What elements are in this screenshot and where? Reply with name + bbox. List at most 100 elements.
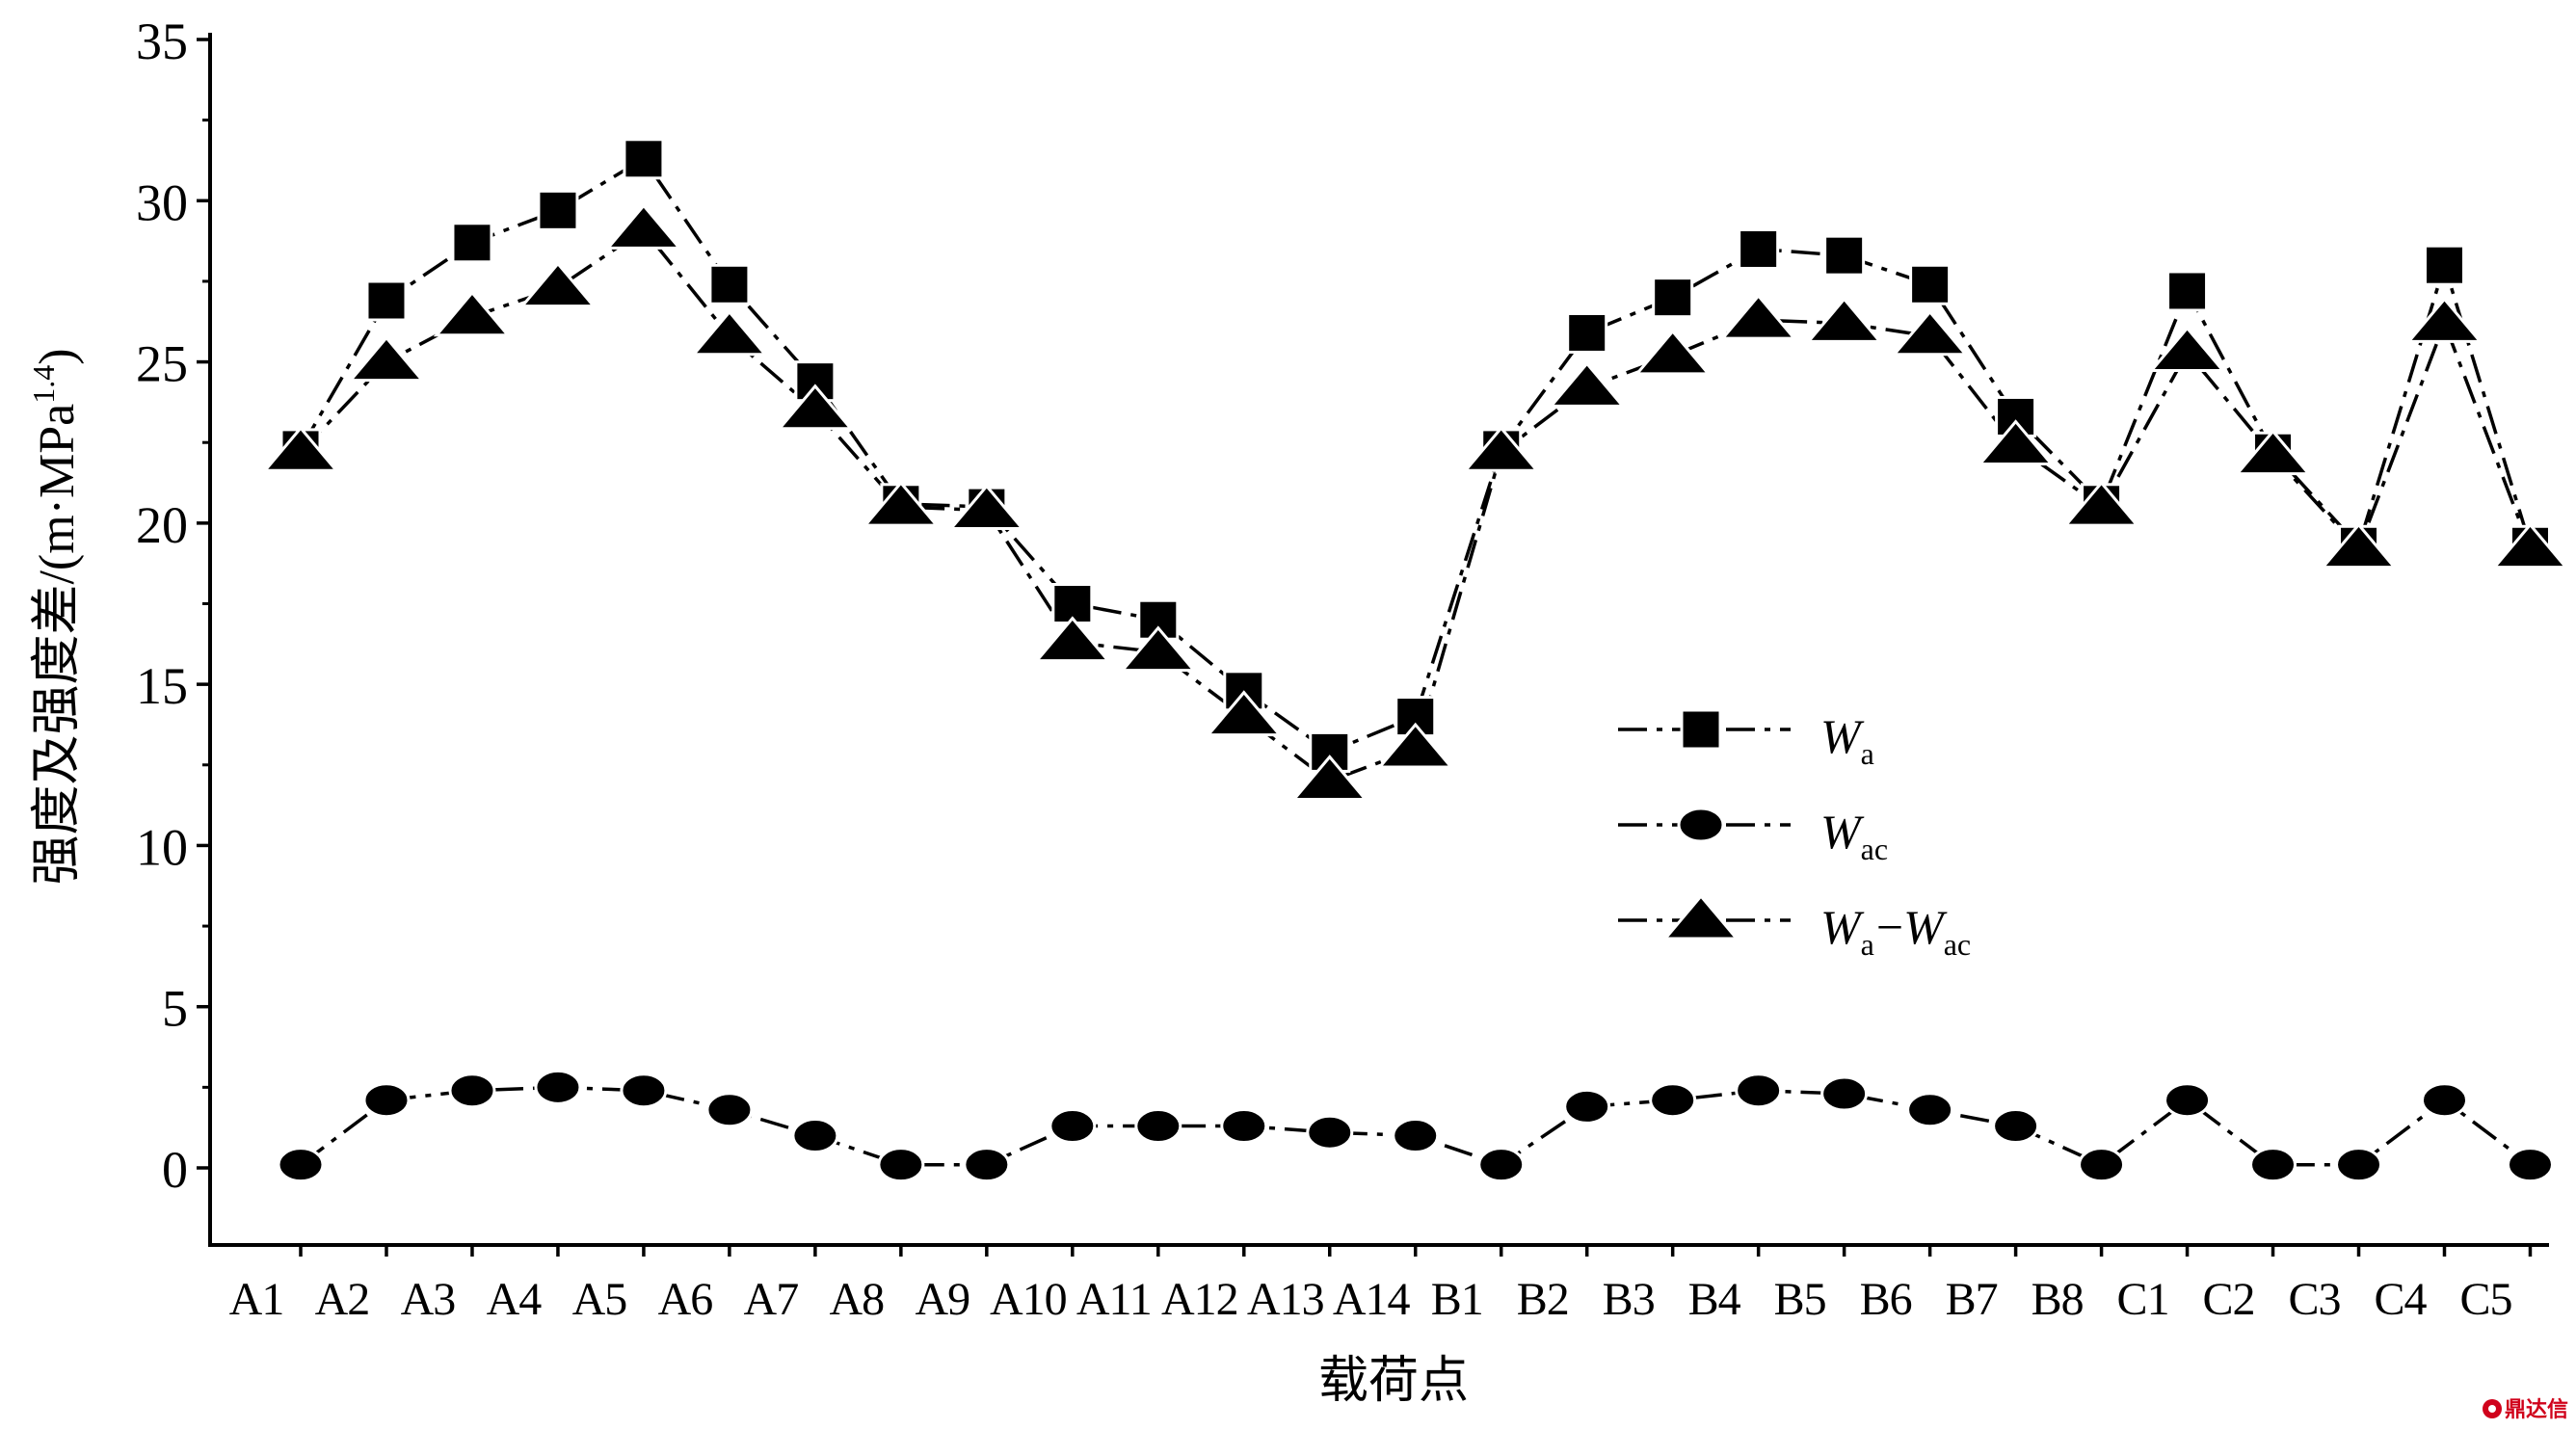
wac-point	[1820, 1075, 1869, 1112]
legend-item-wac: Wac	[1618, 805, 1888, 866]
x-tick-label: C5	[2459, 1274, 2511, 1325]
wac-point	[448, 1072, 496, 1109]
legend-label-subscript: ac	[1861, 832, 1888, 866]
wa-point	[365, 279, 408, 322]
x-tick-label: C2	[2203, 1274, 2255, 1325]
watermark-text: 鼎达信	[2505, 1397, 2568, 1422]
wa-point	[2166, 270, 2209, 312]
wa-minus-wac-point	[1119, 625, 1198, 673]
x-tick-label: A4	[487, 1274, 543, 1325]
wac-point	[1220, 1108, 1268, 1145]
wa-point	[1823, 234, 1866, 277]
x-tick-label: A11	[1076, 1274, 1152, 1325]
y-axis-title-exponent: 1.4	[26, 365, 61, 404]
x-axis-title: 载荷点	[1318, 1354, 1469, 1409]
wa-minus-wac-point	[1719, 293, 1797, 340]
y-tick-label: 30	[136, 173, 188, 231]
wac-point	[2335, 1147, 2383, 1183]
wa-point	[1909, 263, 1952, 305]
wa-minus-wac-point	[2491, 522, 2569, 569]
wa-minus-wac-point	[862, 480, 941, 527]
wa-minus-wac-point	[1977, 419, 2055, 466]
wa-minus-wac-point	[947, 484, 1026, 530]
legend-label-subscript: a	[1861, 927, 1874, 962]
x-tick-label: A14	[1333, 1274, 1411, 1325]
x-tick-label: A8	[830, 1274, 885, 1325]
wac-point	[705, 1092, 754, 1128]
wa-minus-wac-point	[1205, 690, 1284, 737]
wa-point	[708, 263, 751, 305]
wa-minus-wac-point	[1033, 616, 1112, 663]
wa-point	[537, 189, 579, 231]
legend-label-part: W	[1820, 709, 1865, 763]
y-axis-title-main: 强度及强度差/(m·MPa	[30, 404, 85, 886]
wa-minus-wac-point	[1633, 329, 1712, 376]
wac-point	[534, 1069, 582, 1105]
y-axis-title-close: )	[30, 348, 85, 364]
wac-point	[1992, 1108, 2040, 1145]
x-tick-label: B8	[2032, 1274, 2084, 1325]
wa-minus-wac-point	[1290, 755, 1368, 802]
y-tick-label: 0	[162, 1141, 188, 1199]
wa-minus-wac-point	[2234, 429, 2312, 476]
legend-marker	[1661, 893, 1740, 940]
legend-marker	[1677, 807, 1725, 843]
wa-minus-wac-point	[604, 203, 683, 250]
x-tick-label: A12	[1161, 1274, 1238, 1325]
watermark: 鼎达信	[2483, 1397, 2568, 1422]
x-tick-label: A3	[401, 1274, 456, 1325]
x-tick-label: B3	[1603, 1274, 1655, 1325]
x-tick-label: B1	[1431, 1274, 1483, 1325]
wa-minus-wac-points	[261, 203, 2569, 802]
x-tick-label: C4	[2374, 1274, 2427, 1325]
wa-point	[451, 222, 493, 264]
x-tick-label: A5	[572, 1274, 627, 1325]
x-tick-label: B5	[1774, 1274, 1826, 1325]
legend-label-part: W	[1820, 805, 1865, 859]
wa-minus-wac-point	[2405, 297, 2483, 343]
wa-minus-wac-point	[347, 335, 426, 383]
plot-area	[261, 138, 2569, 1183]
y-tick-label: 5	[162, 980, 188, 1038]
y-tick-label: 20	[136, 496, 188, 554]
x-tick-label: A1	[229, 1274, 284, 1325]
wa-minus-wac-point	[776, 384, 855, 431]
wa-minus-wac-point	[1891, 309, 1969, 357]
wac-point	[620, 1072, 668, 1109]
x-tick-label: C1	[2117, 1274, 2169, 1325]
wa-minus-wac-point	[1548, 361, 1626, 408]
y-axis-title: 强度及强度差/(m·MPa1.4)	[26, 348, 85, 885]
legend-label-part: W	[1820, 900, 1865, 954]
wac-point	[2506, 1147, 2554, 1183]
wa-minus-wac-point	[690, 309, 769, 357]
wac-point	[2078, 1147, 2126, 1183]
legend-label: Wa	[1820, 709, 1874, 771]
legend-marker	[1680, 708, 1722, 751]
wa-point	[623, 138, 665, 180]
legend-label-part: W	[1903, 900, 1948, 954]
y-tick-label: 35	[136, 13, 188, 70]
wac-point	[277, 1147, 325, 1183]
legend-label-part: −	[1876, 900, 1903, 954]
wac-point	[362, 1082, 411, 1119]
wa-minus-wac-point	[2320, 522, 2398, 569]
y-tick-label: 25	[136, 335, 188, 393]
legend-label: Wac	[1820, 805, 1888, 866]
wa-minus-wac-point	[2148, 326, 2226, 373]
wa-minus-wac-point	[2062, 480, 2140, 527]
wac-point	[2164, 1082, 2212, 1119]
x-tick-label: A2	[315, 1274, 370, 1325]
wa-point	[1566, 311, 1608, 354]
wac-point	[2421, 1082, 2468, 1119]
wac-point	[877, 1147, 925, 1183]
wa-point	[2424, 244, 2465, 286]
x-tick-label: A13	[1247, 1274, 1324, 1325]
wac-point	[1906, 1092, 1954, 1128]
wac-point	[791, 1118, 839, 1154]
wac-point	[1392, 1118, 1440, 1154]
legend-item-wa-minus-wac: Wa−Wac	[1618, 893, 1971, 962]
legend-label: Wa−Wac	[1820, 900, 1971, 962]
x-tick-label: A6	[658, 1274, 713, 1325]
